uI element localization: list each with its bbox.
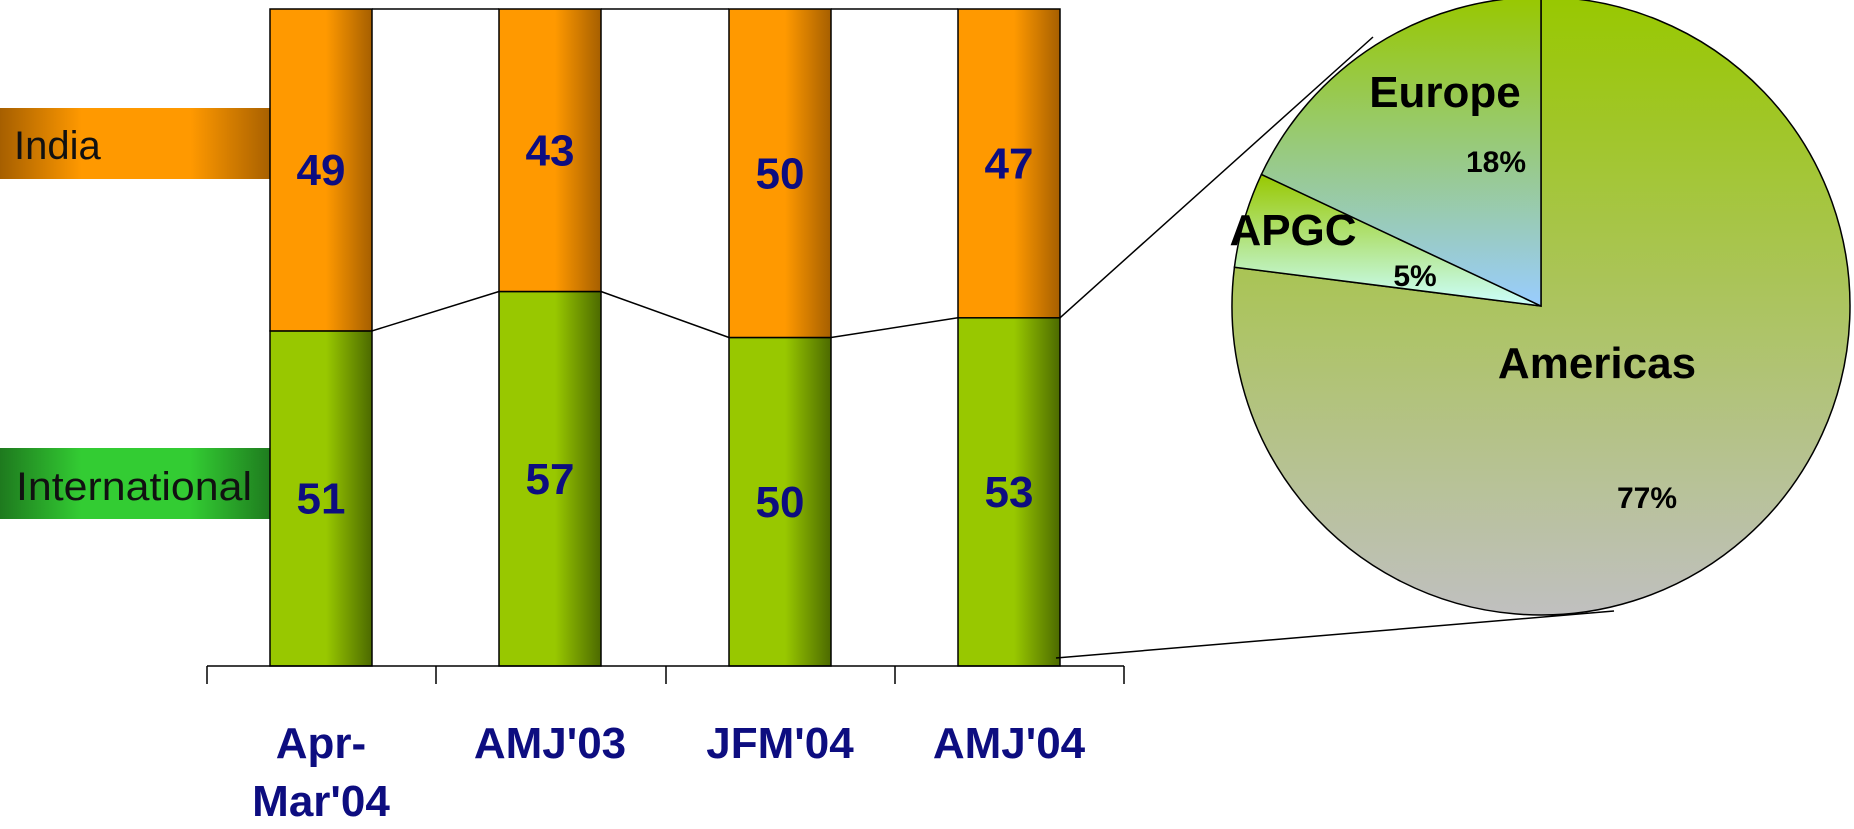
category-label-jfm-04: JFM'04 [706, 719, 854, 768]
data-label-international-amj-04: 53 [985, 468, 1034, 517]
bar-international-apr-mar-04 [269, 330, 373, 667]
data-label-international-apr-mar-04: 51 [297, 474, 346, 523]
pie-percent-europe: 18% [1466, 146, 1526, 179]
connector-line-mid [371, 290, 500, 332]
data-label-india-jfm-04: 50 [756, 149, 805, 198]
breakout-line-bottom [1055, 610, 1615, 659]
data-label-india-amj-03: 43 [526, 126, 575, 175]
pie-breakout-lines [1055, 36, 1615, 659]
bar-india-apr-mar-04 [269, 8, 373, 332]
pie-slice-americas [1231, 0, 1851, 616]
data-label-international-jfm-04: 50 [756, 478, 805, 527]
data-label-india-amj-04: 47 [985, 139, 1034, 188]
bar-india-jfm-04 [728, 8, 832, 339]
pie-label-apgc: APGC [1229, 206, 1356, 255]
legend: India International [0, 108, 272, 519]
data-label-international-amj-03: 57 [526, 455, 575, 504]
bar-chart: 51 49 57 43 50 50 53 47 [269, 8, 1061, 667]
pie-percent-apgc: 5% [1393, 260, 1436, 293]
category-label-amj-03: AMJ'03 [474, 719, 626, 768]
pie-label-europe: Europe [1369, 68, 1521, 117]
category-label-apr-mar-04: Apr-Mar'04 [252, 719, 390, 826]
pie-chart: Americas 77% APGC 5% Europe 18% [1229, 0, 1851, 616]
pie-label-americas: Americas [1498, 339, 1696, 388]
bar-india-amj-04 [957, 8, 1061, 319]
data-label-india-apr-mar-04: 49 [297, 146, 346, 195]
bar-india-amj-03 [498, 8, 602, 293]
legend-label-international: International [16, 465, 252, 509]
legend-swatch-india [0, 108, 272, 179]
breakout-line-top [1059, 36, 1374, 319]
pie-percent-americas: 77% [1617, 482, 1677, 515]
x-axis: Apr-Mar'04 AMJ'03 JFM'04 AMJ'04 [206, 665, 1125, 826]
series-connectors [371, 8, 959, 339]
legend-label-india: India [14, 124, 101, 168]
legend-swatch-international [0, 448, 272, 519]
category-label-amj-04: AMJ'04 [933, 719, 1086, 768]
pie-slice-europe [1260, 0, 1542, 308]
connector-line-mid [600, 290, 730, 339]
connector-line-mid [830, 317, 959, 339]
